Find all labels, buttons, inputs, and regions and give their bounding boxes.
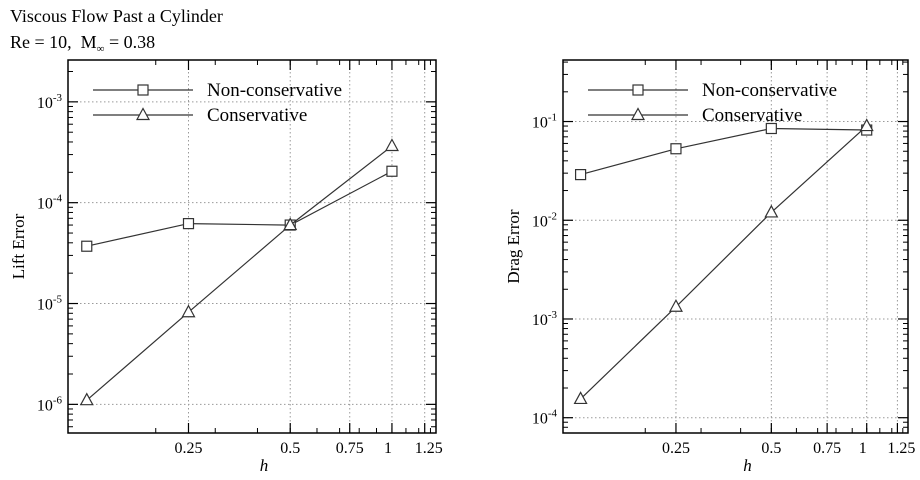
y-axis-label: Lift Error (9, 213, 28, 279)
data-point-triangle (181, 304, 196, 318)
y-tick-label: 10-2 (532, 210, 557, 230)
data-point-triangle (79, 392, 94, 406)
mach-subscript: ∞ (96, 43, 105, 55)
legend-marker-triangle (630, 107, 646, 121)
data-point-square (670, 143, 682, 155)
mach-value-text: = 0.38 (109, 32, 156, 52)
series-line (86, 145, 393, 401)
x-tick-label: 0.25 (174, 440, 202, 457)
data-point-square (182, 218, 195, 230)
x-tick-label: 0.75 (813, 440, 841, 457)
legend-marker-square (137, 84, 149, 96)
data-point-triangle (668, 299, 683, 312)
x-axis-label: h (743, 456, 752, 475)
y-tick-label: 10-1 (532, 112, 557, 132)
legend-marker-square (632, 84, 644, 96)
figure-title: Viscous Flow Past a Cylinder (10, 6, 223, 26)
series-line (580, 127, 867, 176)
y-tick-label: 10-3 (532, 309, 558, 329)
legend-label: Conservative (702, 105, 802, 126)
legend: Non-conservative Conservative (588, 80, 837, 126)
plot-frame (67, 59, 437, 434)
x-tick-label: 1.25 (415, 440, 443, 457)
reynolds-number-text: Re = 10, (10, 32, 72, 52)
figure-subtitle: Re = 10, M∞ = 0.38 (10, 29, 223, 62)
legend-label: Conservative (207, 105, 307, 126)
data-point-square (765, 122, 777, 135)
y-tick-label: 10-6 (37, 394, 63, 414)
plot-frame (562, 59, 909, 434)
data-point-triangle (283, 217, 298, 231)
data-point-triangle (764, 204, 779, 218)
figure-header: Viscous Flow Past a Cylinder Re = 10, M∞… (10, 3, 223, 62)
series-non-conservative (574, 122, 873, 181)
data-point-triangle (573, 391, 588, 405)
data-point-square (81, 240, 93, 252)
y-tick-label: 10-4 (37, 193, 63, 213)
x-tick-label: 0.75 (336, 440, 364, 457)
x-tick-label: 1 (384, 440, 392, 457)
chart-panel-1: 0.25 0.5 0.75 1 1.25 10-6 10-5 10-4 10-3 h Lift Er… (9, 59, 443, 475)
y-tick-label: 10-5 (37, 294, 63, 314)
y-axis-label: Drag Error (504, 209, 523, 283)
x-axis-label: h (260, 456, 269, 475)
mach-symbol: M (80, 32, 97, 52)
legend-label: Non-conservative (207, 80, 342, 101)
series-line (580, 125, 868, 400)
data-point-triangle (859, 118, 874, 132)
x-tick-label: 1 (859, 440, 867, 457)
data-point-triangle (384, 138, 399, 152)
x-tick-label: 0.5 (761, 440, 781, 457)
chart-panel-2: 0.25 0.5 0.75 1 1.25 10-4 10-3 10-2 10-1 h Drag Er… (504, 59, 915, 475)
x-tick-label: 0.5 (280, 440, 300, 457)
x-tick-label: 0.25 (662, 440, 690, 457)
data-point-square (574, 169, 587, 181)
x-tick-label: 1.25 (887, 440, 915, 457)
y-tick-label: 10-4 (532, 408, 558, 428)
data-point-square (386, 165, 398, 177)
legend-marker-triangle (135, 107, 151, 121)
series-line (86, 170, 393, 247)
series-conservative (79, 138, 399, 406)
series-conservative (573, 118, 874, 405)
y-tick-label: 10-3 (37, 92, 63, 112)
legend-label: Non-conservative (702, 80, 837, 101)
legend: Non-conservative Conservative (93, 80, 342, 126)
